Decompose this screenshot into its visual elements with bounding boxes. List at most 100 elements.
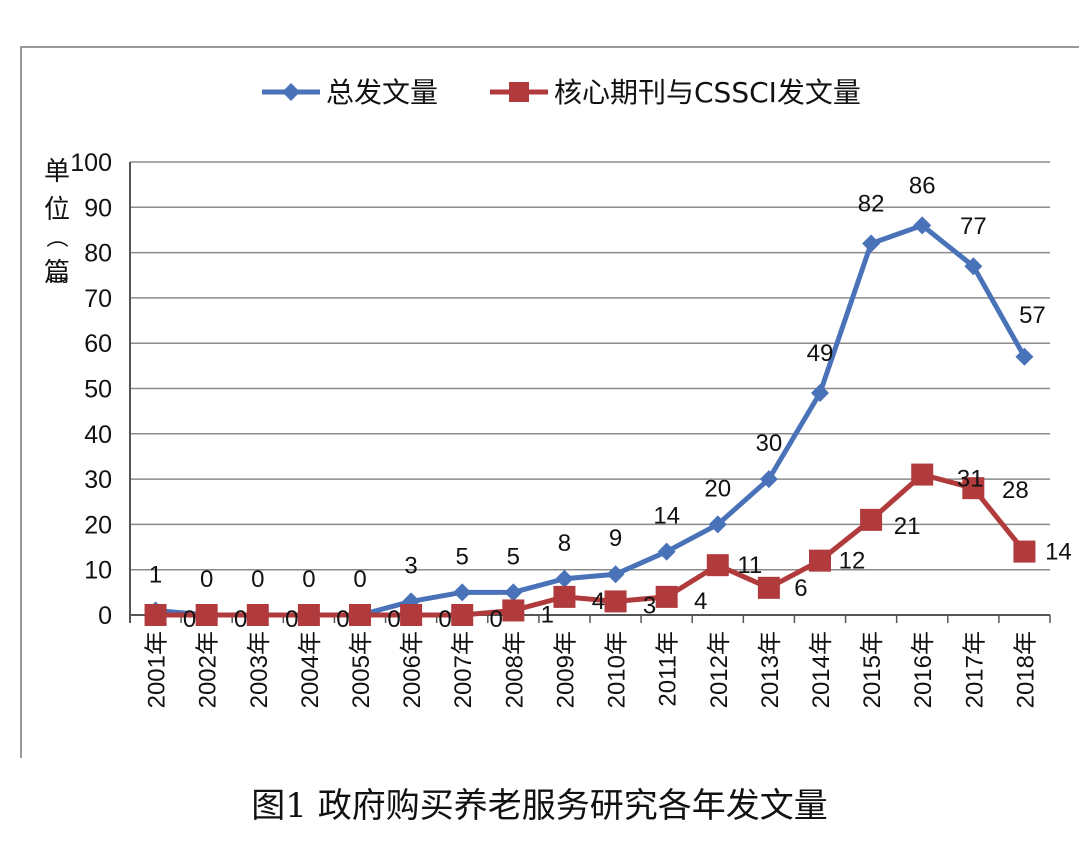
figure-caption: 图1 政府购买养老服务研究各年发文量 (251, 786, 828, 826)
data-point-square (860, 508, 883, 531)
data-point-square (297, 604, 320, 626)
data-label-core: 0 (438, 606, 451, 633)
legend-label: 总发文量 (326, 76, 438, 109)
x-tick-label: 2002年 (195, 631, 222, 708)
data-point-square (502, 599, 525, 622)
data-label-total: 5 (456, 543, 469, 570)
x-tick-label: 2007年 (450, 631, 477, 708)
x-tick-label: 2012年 (706, 631, 733, 708)
data-label-core: 14 (1045, 539, 1072, 566)
data-label-total: 20 (704, 475, 731, 502)
x-tick-label: 2017年 (961, 631, 988, 708)
data-label-total: 0 (200, 566, 213, 593)
legend-marker-square (509, 82, 529, 102)
data-label-core: 4 (694, 588, 707, 615)
data-point-diamond (811, 384, 829, 403)
data-label-core: 0 (234, 606, 247, 633)
data-label-core: 21 (894, 513, 921, 540)
data-label-core: 1 (541, 601, 554, 628)
y-tick-label: 50 (84, 376, 112, 404)
y-axis-label: 单位（ 篇） (43, 157, 70, 298)
x-tick-label: 2013年 (757, 631, 784, 708)
x-tick-label: 2009年 (552, 631, 579, 708)
data-point-diamond (708, 515, 727, 534)
data-point-square (195, 604, 218, 626)
chart-frame (20, 46, 1079, 758)
data-point-diamond (555, 569, 574, 588)
data-point-square (246, 604, 269, 626)
y-axis-label-char: 位 (44, 195, 70, 225)
x-tick-label: 2004年 (297, 631, 324, 708)
data-label-core: 12 (839, 548, 866, 575)
x-tick-label: 2011年 (655, 631, 682, 707)
data-point-diamond (862, 234, 881, 253)
y-axis-label-char: 篇 (44, 258, 70, 288)
y-tick-label: 70 (84, 285, 112, 313)
data-point-diamond (504, 583, 523, 602)
data-label-core: 4 (592, 588, 605, 615)
data-label-total: 30 (756, 430, 783, 457)
data-label-total: 0 (302, 566, 315, 593)
x-tick-label: 2005年 (348, 631, 375, 708)
series-layer (144, 216, 1036, 626)
x-tick-label: 2001年 (144, 631, 171, 708)
y-tick-label: 60 (84, 330, 112, 358)
data-label-total: 3 (404, 552, 417, 579)
data-point-square (553, 585, 576, 608)
line-chart: 总发文量 核心期刊与CSSCI发文量 单位（篇） 0102030405060708… (43, 76, 1072, 708)
data-point-square (706, 554, 729, 577)
data-point-diamond (657, 542, 676, 561)
data-point-square (349, 604, 371, 626)
y-tick-label: 30 (84, 466, 112, 494)
data-point-diamond (1015, 347, 1034, 366)
y-tick-label: 40 (84, 421, 112, 449)
x-tick-label: 2006年 (399, 631, 426, 708)
data-label-core: 0 (285, 606, 298, 633)
data-point-square (757, 576, 780, 599)
data-label-core: 3 (643, 592, 656, 619)
data-label-core: 11 (737, 552, 762, 579)
legend-label: 核心期刊与CSSCI发文量 (554, 76, 861, 109)
y-tick-label: 10 (84, 557, 112, 585)
data-point-square (809, 549, 831, 572)
data-label-total: 77 (960, 213, 987, 240)
data-point-square (1013, 540, 1036, 563)
data-point-square (400, 604, 423, 626)
data-label-total: 8 (558, 530, 571, 557)
data-label-total: 1 (149, 561, 162, 588)
data-label-total: 0 (353, 566, 366, 593)
data-point-diamond (453, 583, 472, 602)
legend: 总发文量 核心期刊与CSSCI发文量 (262, 76, 861, 109)
y-axis-ticks: 0 10 20 30 40 50 60 70 80 90 100 (70, 149, 112, 630)
data-label-core: 0 (183, 606, 196, 633)
data-point-diamond (913, 216, 932, 235)
data-point-diamond (606, 565, 625, 584)
data-label-core: 6 (794, 575, 807, 602)
series-line (155, 222, 1027, 618)
data-label-total: 57 (1019, 302, 1046, 329)
y-axis-label-char: ） (43, 276, 68, 298)
data-label-total: 14 (653, 503, 680, 530)
data-point-diamond (759, 470, 778, 489)
data-label-core: 28 (1002, 477, 1029, 504)
y-tick-label: 0 (98, 602, 112, 630)
data-label-total: 82 (858, 191, 885, 218)
x-tick-label: 2015年 (859, 631, 886, 708)
y-axis-label-char: 单 (44, 157, 70, 187)
data-point-square (911, 463, 934, 486)
x-tick-label: 2016年 (910, 631, 937, 708)
y-tick-label: 90 (84, 194, 112, 222)
x-tick-label: 2008年 (501, 631, 528, 708)
data-label-core: 0 (336, 606, 349, 633)
data-label-core: 0 (387, 606, 400, 633)
y-tick-label: 100 (70, 149, 112, 177)
y-tick-label: 20 (84, 511, 112, 539)
x-axis-ticks: 2001年 2002年 2003年 2004年 2005年 2006年 2007年 2008年… (144, 631, 1040, 708)
y-axis-label-char: （ (43, 226, 68, 248)
data-label-core: 0 (490, 606, 503, 633)
data-label-total: 5 (507, 543, 520, 570)
data-point-square (451, 604, 474, 626)
x-tick-label: 2014年 (808, 631, 835, 708)
data-point-square (655, 585, 678, 608)
